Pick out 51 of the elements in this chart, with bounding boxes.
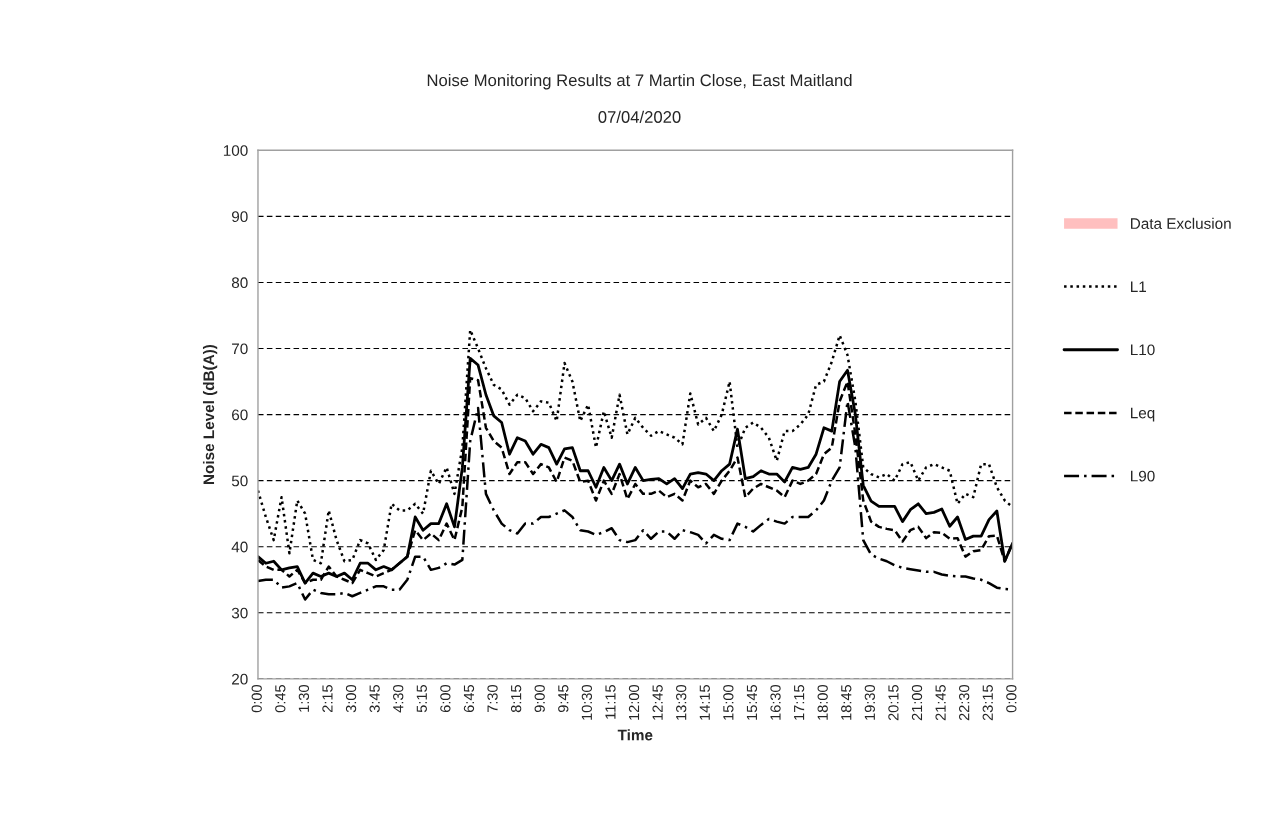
y-axis-title: Noise Level (dB(A)) xyxy=(202,344,218,485)
x-tick-label: 13:30 xyxy=(676,684,687,720)
y-tick-label: 20 xyxy=(232,673,248,685)
legend-label: Data Exclusion xyxy=(1131,217,1231,229)
y-tick-label: 100 xyxy=(223,145,248,156)
y-tick-label: 50 xyxy=(231,475,248,487)
x-tick-label: 19:30 xyxy=(864,684,876,720)
x-tick-label: 8:15 xyxy=(510,685,522,713)
x-tick-label: 15:45 xyxy=(746,685,758,720)
x-tick-label: 18:45 xyxy=(841,685,852,720)
x-tick-label: 11:15 xyxy=(605,685,616,719)
x-tick-label: 12:45 xyxy=(652,685,663,720)
chart-title: Noise Monitoring Results at 7 Martin Close, East Maitland xyxy=(427,73,852,90)
x-tick-label: 2:15 xyxy=(322,685,333,713)
x-tick-label: 4:30 xyxy=(393,684,404,713)
x-tick-label: 10:30 xyxy=(581,684,593,720)
legend-label: L1 xyxy=(1131,281,1147,292)
legend-label: L10 xyxy=(1131,344,1155,356)
x-tick-label: 3:45 xyxy=(369,685,380,713)
x-tick-label: 9:00 xyxy=(534,684,545,713)
x-tick-label: 5:15 xyxy=(416,685,427,713)
y-tick-label: 70 xyxy=(232,343,248,355)
x-tick-label: 12:00 xyxy=(628,684,640,720)
x-tick-label: 1:30 xyxy=(298,684,310,712)
y-tick-label: 40 xyxy=(231,541,248,553)
x-tick-label: 18:00 xyxy=(817,684,828,720)
x-tick-label: 9:45 xyxy=(558,685,569,713)
y-tick-label: 60 xyxy=(232,409,248,421)
x-tick-label: 16:30 xyxy=(770,684,781,720)
x-tick-label: 17:15 xyxy=(794,685,805,720)
x-axis-title: Time xyxy=(617,729,653,741)
legend-label: L90 xyxy=(1131,470,1155,482)
y-tick-label: 30 xyxy=(231,607,248,619)
y-tick-label: 90 xyxy=(231,211,248,223)
chart-subtitle: 07/04/2020 xyxy=(598,110,681,123)
x-tick-label: 22:30 xyxy=(959,684,970,721)
x-tick-label: 7:30 xyxy=(487,684,498,713)
x-tick-label: 0:45 xyxy=(275,685,286,713)
x-tick-label: 0:00 xyxy=(1006,684,1017,713)
x-tick-label: 6:00 xyxy=(440,684,451,713)
x-tick-label: 20:15 xyxy=(888,685,899,721)
x-tick-label: 21:45 xyxy=(935,685,946,721)
legend-label: Leq xyxy=(1131,407,1155,422)
x-tick-label: 0:00 xyxy=(251,684,262,713)
x-tick-label: 6:45 xyxy=(463,685,475,713)
x-tick-label: 15:00 xyxy=(723,684,734,720)
x-tick-label: 23:15 xyxy=(982,685,993,721)
x-tick-label: 21:00 xyxy=(911,684,923,721)
x-tick-label: 3:00 xyxy=(345,684,357,713)
x-tick-label: 14:15 xyxy=(699,685,710,720)
y-tick-label: 80 xyxy=(231,277,248,289)
